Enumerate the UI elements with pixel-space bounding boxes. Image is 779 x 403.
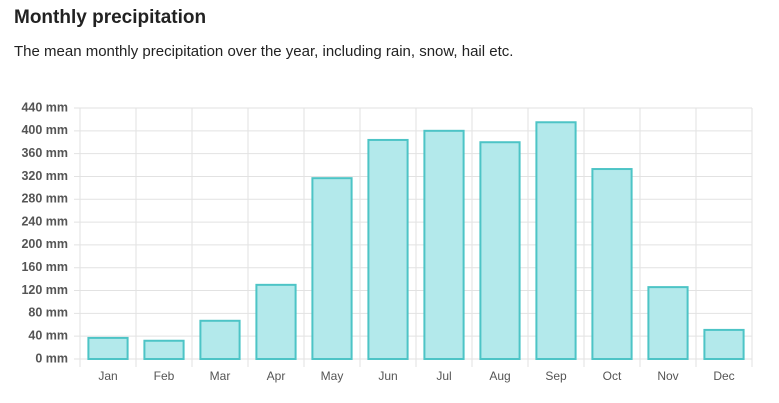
y-tick-label: 320 mm [21,169,68,183]
bar [535,121,577,360]
y-tick-label: 200 mm [21,237,68,251]
x-tick-label: Jun [378,369,397,383]
y-tick-label: 0 mm [35,351,68,365]
bar [87,336,129,361]
y-tick-label: 400 mm [21,123,68,137]
x-tick-label: May [321,369,344,383]
y-tick-label: 160 mm [21,260,68,274]
bar [311,177,353,360]
chart-title: Monthly precipitation [14,7,207,28]
x-tick-label: Nov [657,369,678,383]
x-tick-label: Aug [489,369,510,383]
bar [647,286,689,361]
bar [423,129,465,360]
bar [199,319,241,360]
y-tick-label: 120 mm [21,283,68,297]
bar [367,138,409,360]
x-tick-label: Sep [545,369,567,383]
x-tick-label: Mar [210,369,231,383]
x-tick-label: Jan [98,369,117,383]
y-tick-label: 80 mm [28,306,68,320]
x-tick-label: Dec [713,369,734,383]
chart-subtitle: The mean monthly precipitation over the … [14,43,514,60]
bar [479,141,521,360]
y-tick-label: 240 mm [21,214,68,228]
y-tick-label: 280 mm [21,192,68,206]
bar [591,168,633,360]
x-tick-label: Jul [436,369,451,383]
x-tick-label: Oct [603,369,622,383]
bar [143,339,185,360]
bar [703,328,745,361]
y-tick-label: 40 mm [28,328,68,342]
x-tick-label: Feb [154,369,175,383]
bar [255,283,297,360]
x-tick-label: Apr [267,369,286,383]
y-tick-label: 360 mm [21,146,68,160]
y-tick-label: 440 mm [21,100,68,114]
